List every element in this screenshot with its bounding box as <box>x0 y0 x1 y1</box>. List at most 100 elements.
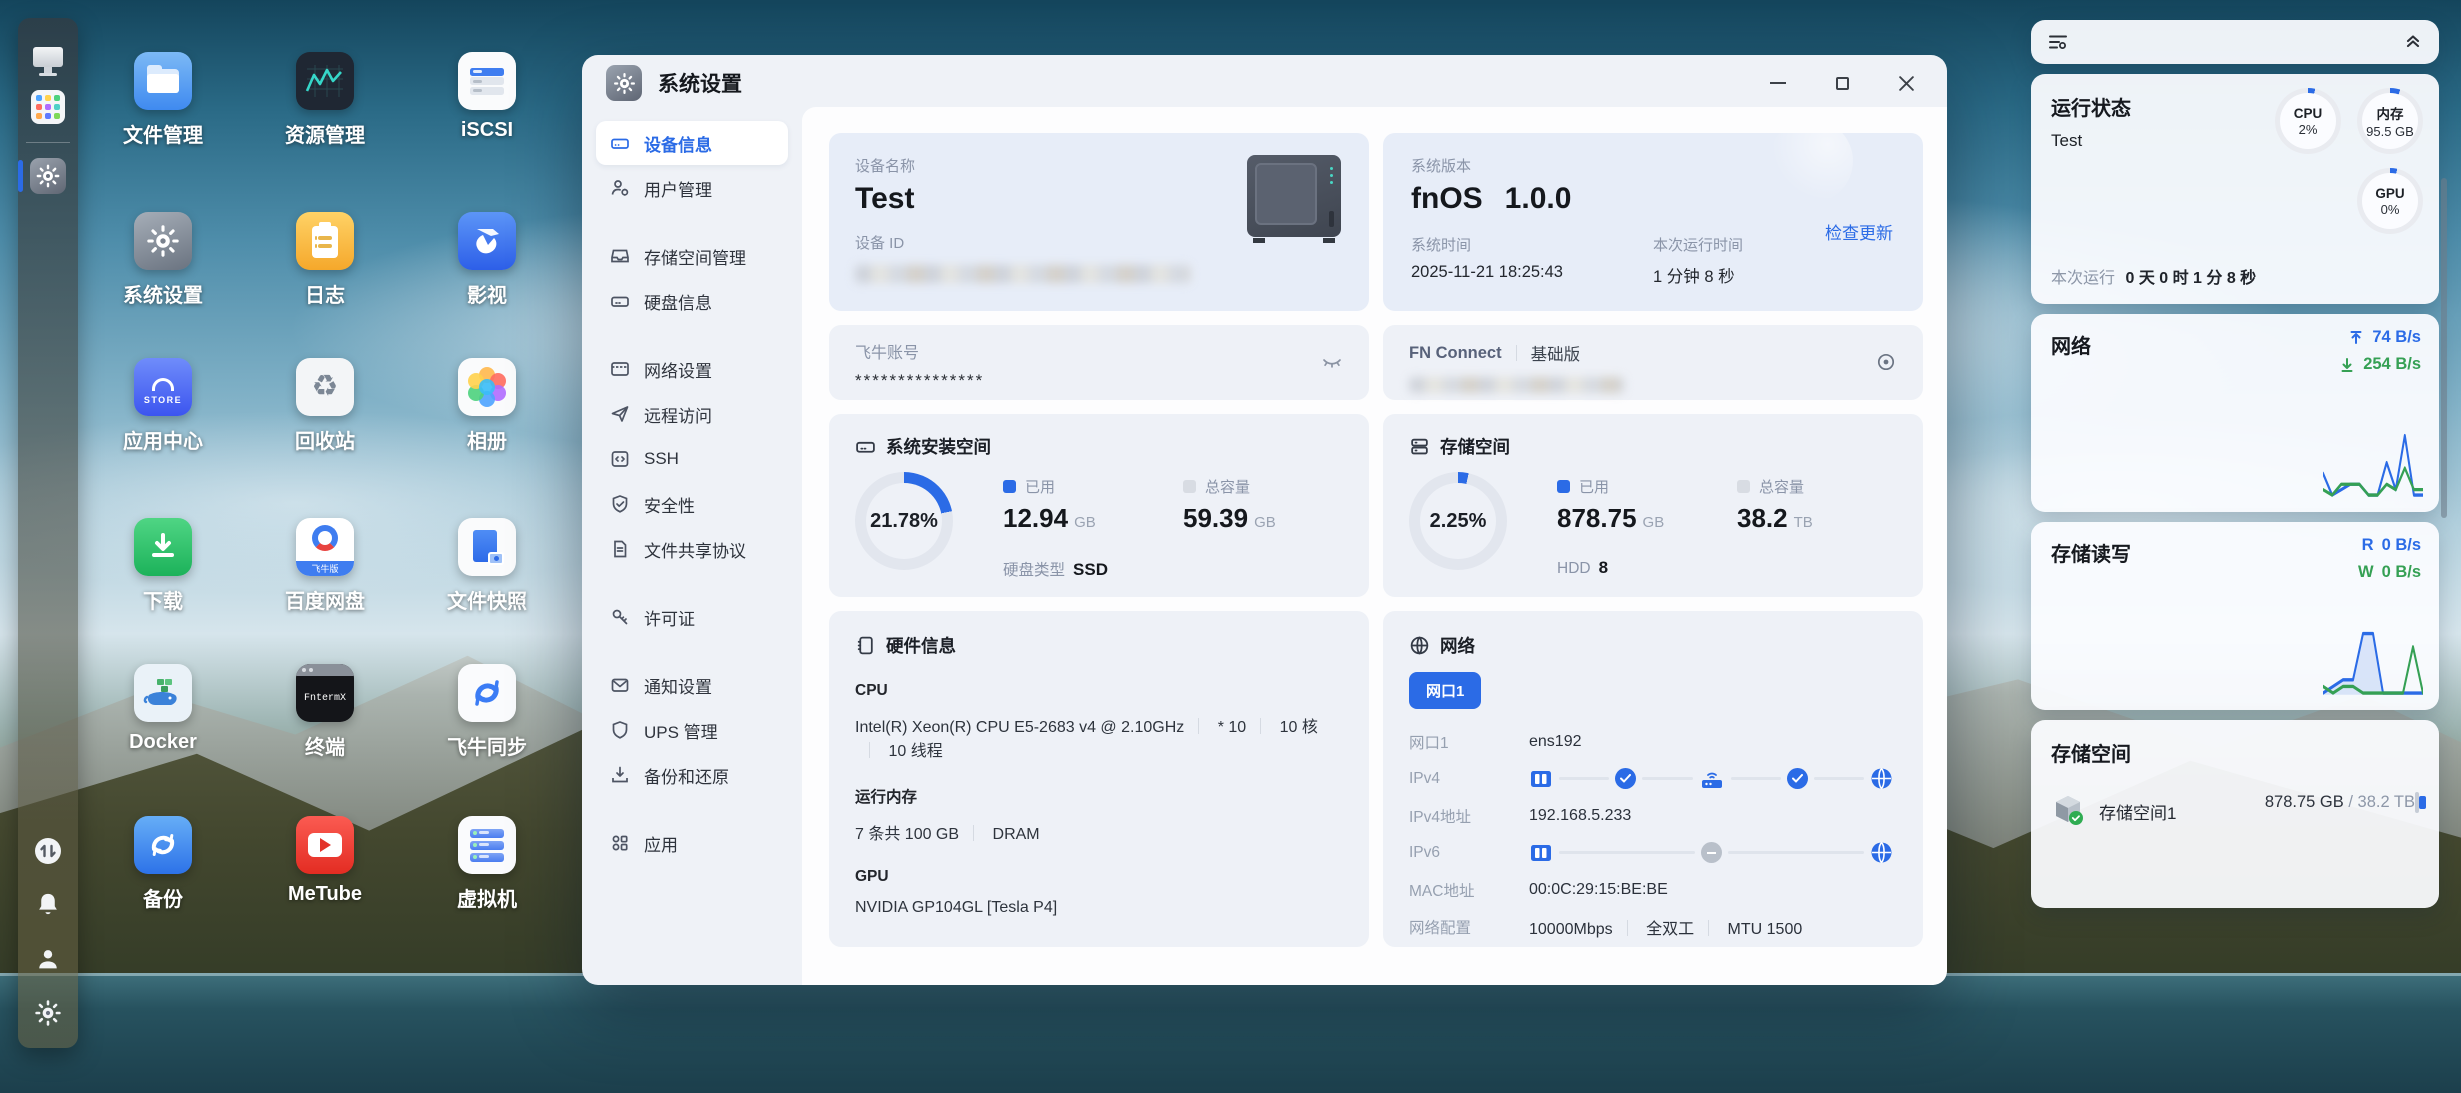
nav-label: SSH <box>644 449 679 468</box>
app-photos[interactable]: 相册 <box>406 358 568 454</box>
nav-network-settings[interactable]: 网络设置 <box>596 347 788 391</box>
double-chevron-up-icon <box>2406 34 2420 47</box>
nav-device-info[interactable]: 设备信息 <box>596 121 788 165</box>
fn-connect-redacted <box>1409 377 1624 393</box>
app-metube[interactable]: MeTube <box>244 816 406 912</box>
app-store[interactable]: STORE 应用中心 <box>82 358 244 454</box>
app-resource-monitor[interactable]: 资源管理 <box>244 52 406 148</box>
card-title: 系统安装空间 <box>886 437 991 457</box>
app-system-settings[interactable]: 系统设置 <box>82 212 244 308</box>
nav-ups-management[interactable]: UPS 管理 <box>596 708 788 752</box>
app-label: 终端 <box>305 737 345 759</box>
app-file-manager[interactable]: 文件管理 <box>82 52 244 148</box>
nav-label: 安全性 <box>644 496 695 516</box>
downloads-icon <box>134 518 192 576</box>
nav-label: 备份和还原 <box>644 767 729 787</box>
collapse-panel-button[interactable] <box>2403 30 2423 55</box>
close-button[interactable] <box>1895 72 1917 94</box>
network-sparkline <box>2323 433 2423 497</box>
nav-remote-access[interactable]: 远程访问 <box>596 392 788 436</box>
app-baidu-netdisk[interactable]: 飞牛版 百度网盘 <box>244 518 406 614</box>
fn-connect-card: FN Connect 基础版 <box>1383 325 1923 400</box>
write-speed: 0 B/s <box>2381 563 2421 581</box>
widget-uptime-label: 本次运行 <box>2051 270 2116 287</box>
recycle-bin-icon: ♻ <box>296 358 354 416</box>
nav-notifications[interactable]: 通知设置 <box>596 663 788 707</box>
nav-user-management[interactable]: 用户管理 <box>596 166 788 210</box>
desktop-scrollbar[interactable] <box>2441 178 2447 518</box>
app-logs[interactable]: 日志 <box>244 212 406 308</box>
port1-tab[interactable]: 网口1 <box>1409 672 1482 709</box>
moon-decoration <box>1769 133 1853 203</box>
check-icon <box>1786 768 1808 789</box>
app-label: 日志 <box>305 285 345 307</box>
ipv4-address: 192.168.5.233 <box>1529 806 1632 824</box>
reveal-account-button[interactable] <box>1321 351 1343 378</box>
shield-icon <box>612 721 628 739</box>
nav-applications[interactable]: 应用 <box>596 821 788 865</box>
nav-ssh[interactable]: SSH <box>596 437 788 481</box>
system-install-space-card: 系统安装空间 21.78% 已用 12.94 GB 总容量 <box>829 414 1369 597</box>
read-speed: 0 B/s <box>2381 536 2421 554</box>
storage-usage-bar <box>2415 792 2426 813</box>
app-video[interactable]: 影视 <box>406 212 568 308</box>
widget-settings-icon[interactable] <box>2047 31 2069 53</box>
nav-disk-info[interactable]: 硬盘信息 <box>596 279 788 323</box>
fn-account-value: *************** <box>855 371 985 390</box>
internet-globe-icon <box>1871 841 1892 864</box>
taskbar-system-settings-button[interactable] <box>18 157 67 195</box>
taskbar-settings-button[interactable] <box>29 994 67 1032</box>
total-value: 38.2 <box>1737 503 1788 533</box>
nav-label: 通知设置 <box>644 677 712 697</box>
app-store-icon: STORE <box>134 358 192 416</box>
storage-pool-row[interactable]: 存储空间1 878.75 GB / 38.2 TB <box>2051 792 2426 827</box>
port-value: ens192 <box>1529 732 1582 750</box>
nav-security[interactable]: 安全性 <box>596 482 788 526</box>
maximize-button[interactable] <box>1831 72 1853 94</box>
nav-label: UPS 管理 <box>644 722 718 742</box>
user-button[interactable] <box>29 940 67 978</box>
nav-storage-management[interactable]: 存储空间管理 <box>596 234 788 278</box>
app-label: 回收站 <box>295 431 355 453</box>
iscsi-icon <box>458 52 516 110</box>
reveal-fn-connect-button[interactable] <box>1875 351 1897 378</box>
device-card: 设备名称 Test 设备 ID <box>829 133 1369 311</box>
show-desktop-button[interactable] <box>29 38 67 76</box>
nas-icon <box>1531 844 1551 861</box>
port-label: 网口1 <box>1409 734 1449 752</box>
check-update-link[interactable]: 检查更新 <box>1825 224 1893 243</box>
nav-backup-restore[interactable]: 备份和还原 <box>596 753 788 797</box>
app-iscsi[interactable]: iSCSI <box>406 52 568 148</box>
system-version-label: 系统版本 <box>1411 158 1472 175</box>
disk-io-widget: 存储读写 R 0 B/s W 0 B/s <box>2031 522 2439 710</box>
app-terminal[interactable]: FntermX 终端 <box>244 664 406 760</box>
used-label: 已用 <box>1579 479 1610 496</box>
nav-label: 存储空间管理 <box>644 248 746 268</box>
minimize-button[interactable] <box>1767 72 1789 94</box>
app-virtual-machine[interactable]: 虚拟机 <box>406 816 568 912</box>
app-label: 文件管理 <box>123 125 203 147</box>
app-label: 相册 <box>467 431 507 453</box>
network-widget-title: 网络 <box>2051 336 2091 358</box>
store-icon-text: STORE <box>143 394 183 405</box>
app-label: 百度网盘 <box>285 591 365 613</box>
nav-license[interactable]: 许可证 <box>596 595 788 639</box>
fn-account-card: 飞牛账号 *************** <box>829 325 1369 400</box>
performance-button[interactable] <box>29 832 67 870</box>
nav-file-sharing[interactable]: 文件共享协议 <box>596 527 788 571</box>
app-label: MeTube <box>287 883 363 905</box>
storage-pool-icon <box>2051 793 2085 827</box>
app-backup[interactable]: 备份 <box>82 816 244 912</box>
app-recycle-bin[interactable]: ♻ 回收站 <box>244 358 406 454</box>
app-file-snapshot[interactable]: 文件快照 <box>406 518 568 614</box>
app-docker[interactable]: Docker <box>82 664 244 760</box>
app-launcher-button[interactable] <box>29 88 67 126</box>
notifications-button[interactable] <box>29 886 67 924</box>
status-title: 运行状态 <box>2051 98 2131 120</box>
photos-icon <box>458 358 516 416</box>
app-fn-sync[interactable]: 飞牛同步 <box>406 664 568 760</box>
app-downloads[interactable]: 下载 <box>82 518 244 614</box>
status-hostname: Test <box>2051 131 2083 150</box>
card-title: 硬件信息 <box>886 636 956 656</box>
disk-type-label: HDD <box>1557 560 1591 577</box>
